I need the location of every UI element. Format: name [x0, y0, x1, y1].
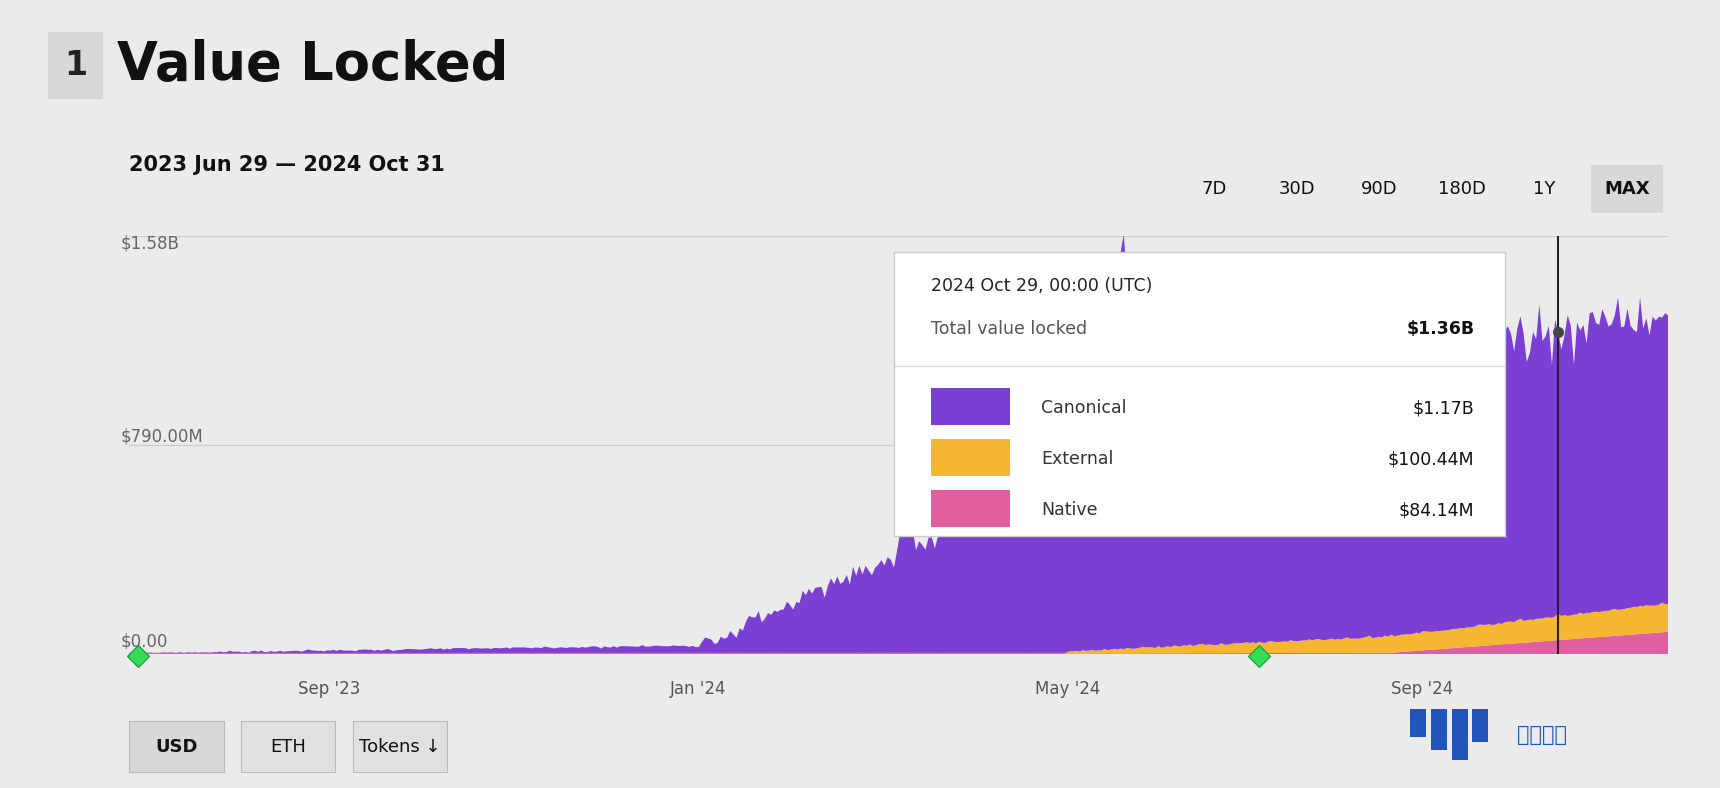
Text: 1Y: 1Y: [1533, 180, 1557, 198]
Text: $100.44M: $100.44M: [1388, 450, 1474, 468]
Text: 90D: 90D: [1361, 180, 1398, 198]
Bar: [1452, 709, 1467, 760]
Text: 2023 Jun 29 — 2024 Oct 31: 2023 Jun 29 — 2024 Oct 31: [129, 155, 445, 176]
Text: Value Locked: Value Locked: [117, 39, 509, 91]
Text: Total value locked: Total value locked: [931, 320, 1087, 338]
Text: $84.14M: $84.14M: [1398, 501, 1474, 519]
Text: 7D: 7D: [1202, 180, 1226, 198]
Bar: [1410, 709, 1426, 738]
Text: Sep '24: Sep '24: [1391, 681, 1453, 698]
Text: 30D: 30D: [1278, 180, 1316, 198]
Text: Tokens ↓: Tokens ↓: [359, 738, 440, 756]
FancyBboxPatch shape: [931, 490, 1010, 527]
FancyBboxPatch shape: [931, 440, 1010, 476]
Bar: [1431, 709, 1447, 750]
Text: 区块周刊: 区块周刊: [1517, 725, 1567, 745]
Text: $1.17B: $1.17B: [1412, 400, 1474, 417]
Text: 2024 Oct 29, 00:00 (UTC): 2024 Oct 29, 00:00 (UTC): [931, 277, 1152, 296]
Text: $790.00M: $790.00M: [120, 427, 203, 445]
FancyBboxPatch shape: [931, 388, 1010, 426]
Bar: [1472, 709, 1488, 742]
Text: May '24: May '24: [1035, 681, 1101, 698]
Text: $0.00: $0.00: [120, 632, 169, 650]
Text: 1: 1: [64, 49, 88, 81]
Text: ETH: ETH: [270, 738, 306, 756]
Text: 180D: 180D: [1438, 180, 1486, 198]
Text: Sep '23: Sep '23: [298, 681, 359, 698]
Text: $1.36B: $1.36B: [1407, 320, 1474, 338]
Text: Canonical: Canonical: [1041, 400, 1127, 417]
Text: USD: USD: [155, 738, 198, 756]
Text: External: External: [1041, 450, 1113, 468]
Text: Native: Native: [1041, 501, 1097, 519]
Text: Jan '24: Jan '24: [671, 681, 728, 698]
Text: MAX: MAX: [1605, 180, 1649, 198]
Text: $1.58B: $1.58B: [120, 234, 179, 252]
